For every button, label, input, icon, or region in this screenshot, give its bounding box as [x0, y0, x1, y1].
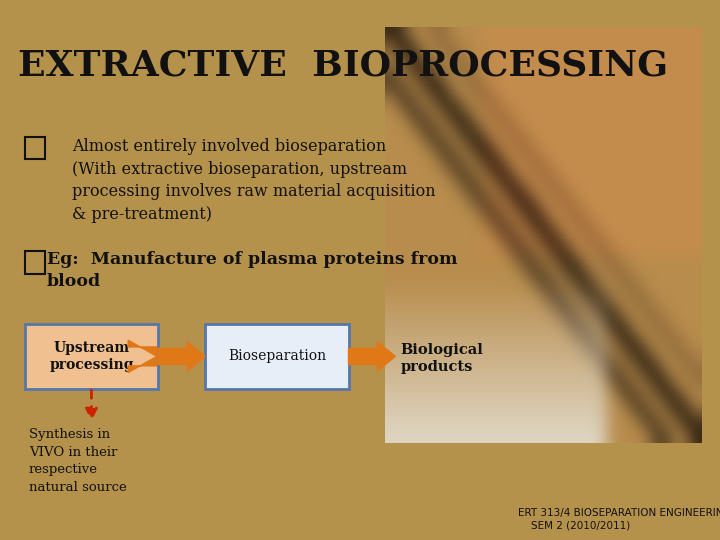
Text: Bioseparation: Bioseparation — [228, 349, 326, 363]
Text: Almost entirely involved bioseparation
(With extractive bioseparation, upstream
: Almost entirely involved bioseparation (… — [72, 138, 436, 223]
Text: SEM 2 (2010/2011): SEM 2 (2010/2011) — [531, 520, 631, 530]
Bar — [25, 137, 45, 159]
Text: Biological
products: Biological products — [400, 343, 483, 374]
Polygon shape — [128, 340, 157, 373]
Text: Upstream
processing: Upstream processing — [50, 341, 134, 372]
Text: Synthesis in
VIVO in their
respective
natural source: Synthesis in VIVO in their respective na… — [29, 428, 127, 494]
FancyArrow shape — [158, 341, 205, 372]
Text: ERT 313/4 BIOSEPARATION ENGINEERING: ERT 313/4 BIOSEPARATION ENGINEERING — [518, 508, 720, 518]
FancyBboxPatch shape — [25, 324, 158, 389]
Bar — [25, 251, 45, 274]
Text: Eg:  Manufacture of plasma proteins from
blood: Eg: Manufacture of plasma proteins from … — [47, 251, 457, 291]
FancyBboxPatch shape — [205, 324, 349, 389]
Text: EXTRACTIVE  BIOPROCESSING: EXTRACTIVE BIOPROCESSING — [18, 49, 668, 83]
FancyArrow shape — [348, 341, 395, 372]
